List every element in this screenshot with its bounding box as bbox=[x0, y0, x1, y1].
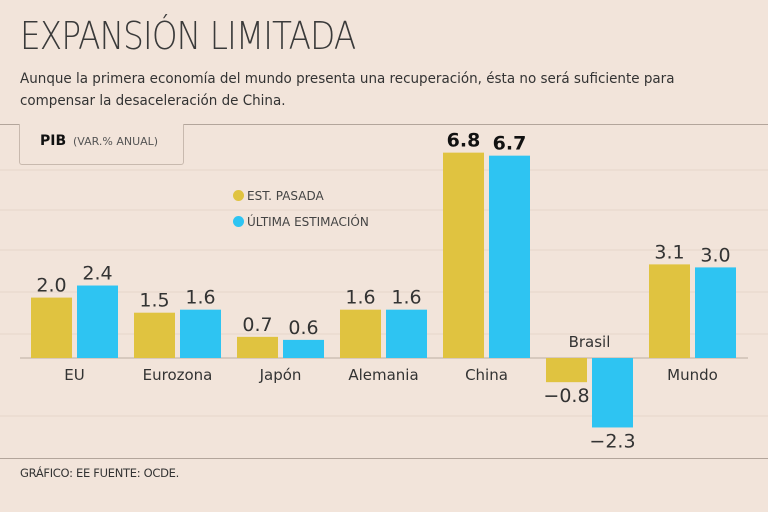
value-label: 2.4 bbox=[82, 263, 112, 285]
category-label: Brasil bbox=[569, 333, 611, 351]
bar-latest bbox=[283, 339, 324, 358]
bar-latest bbox=[77, 285, 118, 358]
value-label: 3.0 bbox=[700, 244, 730, 266]
bar-latest bbox=[386, 309, 427, 358]
bar-latest bbox=[180, 309, 221, 358]
legend-label-latest: ÚLTIMA ESTIMACIÓN bbox=[247, 215, 369, 229]
unit-label: PIB bbox=[40, 133, 67, 149]
category-label: Japón bbox=[259, 366, 302, 384]
bar-past bbox=[31, 297, 72, 358]
value-label: 0.7 bbox=[242, 314, 272, 336]
chart-title: EXPANSIÓN LIMITADA bbox=[20, 14, 356, 58]
legend-dot-latest bbox=[233, 216, 244, 227]
value-label: −2.3 bbox=[589, 430, 635, 452]
legend-label-past: EST. PASADA bbox=[247, 189, 324, 203]
bar-past bbox=[649, 264, 690, 358]
value-label: −0.8 bbox=[543, 385, 589, 407]
category-label: EU bbox=[64, 366, 84, 384]
category-label: Alemania bbox=[348, 366, 418, 384]
value-label: 1.6 bbox=[345, 287, 375, 309]
value-label: 3.1 bbox=[654, 241, 684, 263]
value-label: 2.0 bbox=[36, 275, 66, 297]
value-label: 1.6 bbox=[185, 287, 215, 309]
category-label: China bbox=[465, 366, 508, 384]
value-label: 1.6 bbox=[391, 287, 421, 309]
value-label: 1.5 bbox=[139, 290, 169, 312]
bottom-divider bbox=[0, 458, 768, 459]
source-credit: GRÁFICO: EE FUENTE: OCDE. bbox=[20, 466, 179, 480]
bar-past bbox=[340, 309, 381, 358]
category-label: Mundo bbox=[667, 366, 718, 384]
legend-item-past: EST. PASADA bbox=[233, 189, 324, 203]
bar-latest bbox=[592, 358, 633, 428]
unit-sublabel: (VAR.% ANUAL) bbox=[73, 135, 159, 148]
bar-past bbox=[546, 358, 587, 383]
bar-latest bbox=[695, 267, 736, 358]
legend-item-latest: ÚLTIMA ESTIMACIÓN bbox=[233, 215, 369, 229]
top-divider bbox=[0, 124, 768, 125]
legend-dot-past bbox=[233, 190, 244, 201]
bar-past bbox=[237, 336, 278, 358]
value-label: 6.8 bbox=[447, 130, 481, 152]
unit-box: PIB (VAR.% ANUAL) bbox=[19, 124, 184, 165]
bar-latest bbox=[489, 155, 530, 358]
category-label: Eurozona bbox=[143, 366, 213, 384]
value-label: 6.7 bbox=[493, 133, 527, 155]
bar-past bbox=[443, 152, 484, 358]
chart-subtitle: Aunque la primera economía del mundo pre… bbox=[20, 71, 675, 109]
bar-past bbox=[134, 312, 175, 358]
value-label: 0.6 bbox=[288, 317, 318, 339]
